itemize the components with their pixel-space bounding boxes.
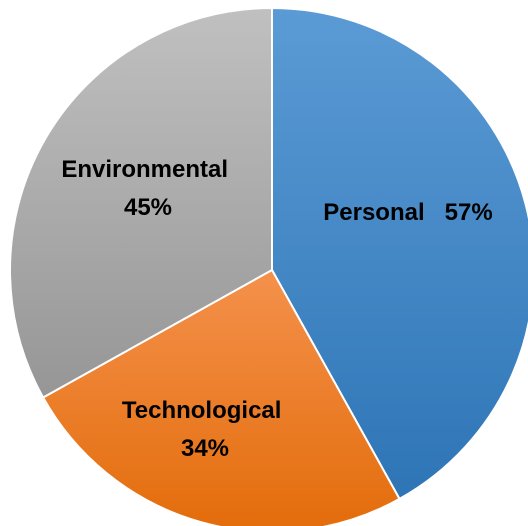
pie-slice-technological [41,268,401,526]
slice-label-environmental: Environmental 45% [61,156,234,221]
pie-slice-environmental [9,6,273,399]
pie-slices [9,6,528,526]
pie-slice-personal [271,6,528,501]
slice-label-personal: Personal 57% [323,199,492,226]
slice-label-technological: Technological 34% [122,397,288,462]
